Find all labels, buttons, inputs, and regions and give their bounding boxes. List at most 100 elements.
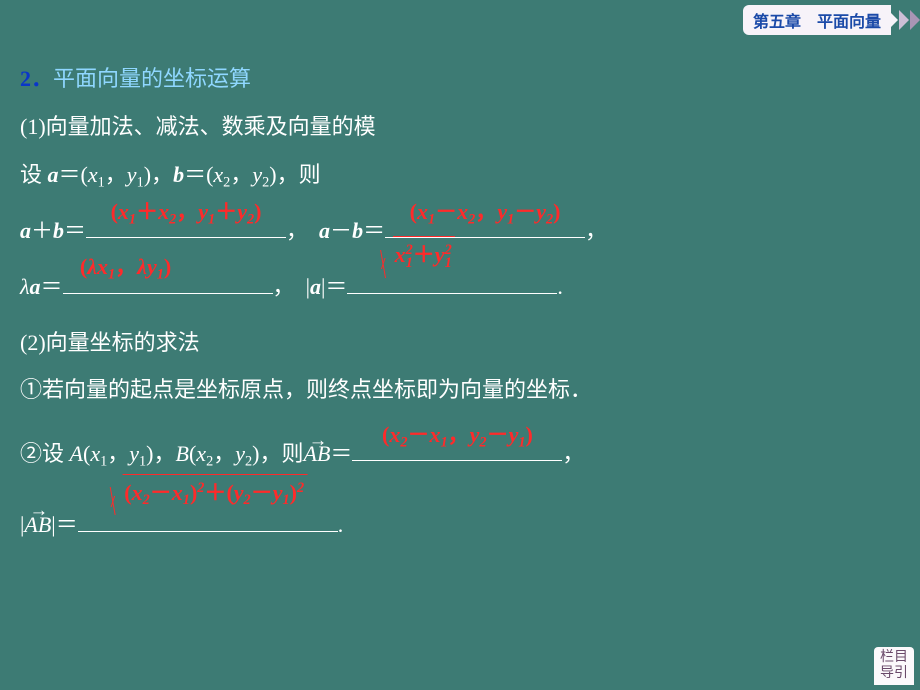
heading-text: 平面向量的坐标运算 [53,66,251,91]
sqrt-body2: (x2－x1)2＋(y2－y1)2 [122,474,307,515]
chapter-tag: 第五章 平面向量 [743,5,920,35]
nav-line2: 导引 [874,666,914,682]
B: B [176,441,189,466]
section-heading: 2．平面向量的坐标运算 [20,58,890,100]
c: ， [115,254,137,279]
mid: ， [273,274,295,299]
x2: x [132,480,143,505]
s1y: 1 [445,255,452,271]
plus: ＋ [31,218,53,243]
y: y [129,441,139,466]
eq: ＝ [59,162,81,187]
ans-modAB: (x2－x1)2＋(y2－y1)2 [108,474,307,528]
m2: － [514,199,536,224]
then: 则 [299,162,321,187]
y2: y [470,422,480,447]
sqrt-sign [379,246,393,277]
nav-line1: 栏目 [874,650,914,666]
vec-arrow-icon2: → [24,493,51,529]
s1y: 1 [518,434,525,450]
heading-number: 2 [20,66,31,91]
y2: y [237,199,247,224]
c: ， [176,199,198,224]
m2: － [251,480,273,505]
eq: ＝ [64,218,86,243]
y2: y [252,162,262,187]
y: y [147,254,157,279]
p: ＋ [136,199,158,224]
eq: ＝ [330,441,352,466]
lp: ( [81,162,88,187]
cl: ) [164,254,171,279]
y2: y [234,480,244,505]
comma: ， [105,162,127,187]
pl: ＋ [413,242,435,267]
A: A [70,441,83,466]
rp: ) [146,441,153,466]
a: a [30,274,41,299]
s1: 1 [183,492,190,508]
p2: ＋ [215,199,237,224]
x: x [97,254,108,279]
x1: x [118,199,129,224]
s1: 1 [440,434,447,450]
s2y: 2 [247,211,254,227]
c: ， [448,422,470,447]
s1: 1 [98,174,105,190]
comma3: ， [230,162,252,187]
b2: b [352,218,363,243]
p2: 2 [297,480,304,496]
slide-content: 2．平面向量的坐标运算 (1)向量加法、减法、数乘及向量的模 设 a＝(x1，y… [20,58,890,551]
s1y: 1 [157,267,164,283]
a2: a [319,218,330,243]
y1: y [509,422,519,447]
x1: x [172,480,183,505]
chapter-label: 第五章 平面向量 [743,5,891,35]
heading-dot: ． [31,66,53,91]
nav-button[interactable]: 栏目 导引 [874,647,914,685]
sub1-text: 若向量的起点是坐标原点，则终点坐标即为向量的坐标． [42,377,592,402]
p1-label: (1) [20,114,46,139]
minus: － [330,218,352,243]
blank-aplusb: (x1＋x2，y1＋y2) [86,216,286,238]
blank-AB: (x2－x1，y2－y1) [352,439,562,461]
p2-label: (2) [20,330,46,355]
comma2: ， [151,162,173,187]
comma4: ， [277,162,299,187]
vec-AB: →AB [304,433,331,475]
s1y: 1 [208,211,215,227]
pl: ＋ [204,480,226,505]
vec-AB2: →AB [24,504,51,546]
mid: ， [286,218,308,243]
blank-modAB: (x2－x1)2＋(y2－y1)2 [78,510,338,532]
circ1: ① [20,377,42,402]
c: ， [475,199,497,224]
end: ， [585,218,607,243]
let-pre: 设 [20,162,48,187]
c: ) [190,480,197,505]
lambda-line: λa＝ (λx1，λy1) ， |a|＝ x21＋y21 . [20,266,890,308]
c2: ， [154,441,176,466]
eq: ＝ [41,274,63,299]
para2: (2)向量坐标的求法 [20,322,890,364]
s1y: 1 [507,211,514,227]
a: a [20,218,31,243]
eq2: ＝ [184,162,206,187]
sub1-line: ①若向量的起点是坐标原点，则终点坐标即为向量的坐标． [20,369,890,411]
sqrt-body: x21＋y21 [393,236,455,277]
y: y [127,162,137,187]
ans-moda: x21＋y21 [379,236,455,290]
modab-line: |→AB|＝ (x2－x1)2＋(y2－y1)2 . [20,504,890,546]
pre: 设 [42,441,70,466]
x: x [90,441,100,466]
x2: x [213,162,223,187]
l2: λ [137,254,147,279]
c4: ， [259,441,281,466]
y1: y [198,199,208,224]
y1: y [497,199,507,224]
rp: ) [144,162,151,187]
x: x [88,162,98,187]
m: － [435,199,457,224]
sqrt2: (x2－x1)2＋(y2－y1)2 [108,474,307,515]
y: y [435,242,445,267]
